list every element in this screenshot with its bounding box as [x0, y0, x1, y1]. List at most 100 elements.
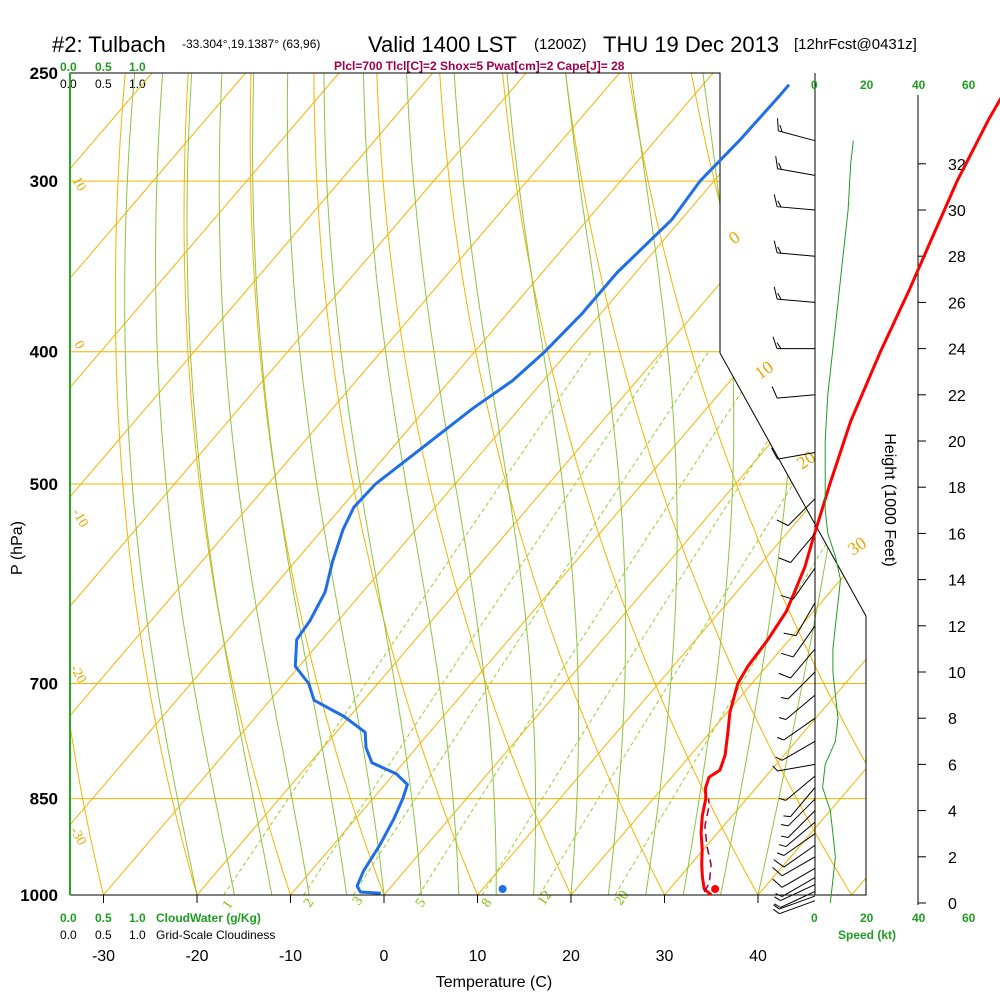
moist-adiabat-12	[406, 73, 497, 895]
wind-barb-staff	[792, 567, 816, 600]
wind-barb	[772, 867, 816, 888]
isotherm--50	[70, 73, 620, 895]
height-tick-12: 12	[948, 619, 966, 636]
height-tick-10: 10	[948, 665, 966, 682]
wind-barb-staff	[781, 867, 816, 888]
wind-barbs	[771, 118, 816, 915]
wind-barb-staff	[790, 533, 816, 563]
wind-barb-flag	[778, 797, 787, 801]
speed-tick-top-1: 20	[860, 78, 874, 92]
dry-adiabat-label: 0	[71, 339, 87, 353]
wind-barb-flag	[773, 859, 785, 868]
wind-barb-staff	[781, 856, 816, 877]
wind-barb	[771, 386, 816, 399]
speed-tick-bot-3: 60	[962, 911, 976, 925]
surface-temperature-dot	[711, 885, 720, 893]
dry-adiabat--40	[0, 73, 10, 895]
wind-barb-flag	[778, 162, 782, 170]
cloudiness-scale-1: 0.5	[95, 928, 112, 942]
height-tick-14: 14	[948, 573, 966, 590]
temp-tick-30: 30	[656, 948, 674, 965]
wind-barb	[776, 833, 816, 856]
wind-barb	[773, 900, 816, 915]
x-axis-label: Temperature (C)	[436, 974, 552, 991]
dry-adiabat-40	[502, 73, 759, 895]
wind-barb	[780, 625, 816, 658]
wind-barb-staff	[783, 717, 816, 741]
wind-barb-flag	[771, 386, 778, 399]
wind-barb	[775, 740, 816, 761]
isotherm--40	[70, 73, 714, 895]
height-tick-0: 0	[948, 896, 957, 913]
wind-barb-flag	[780, 652, 794, 658]
wind-barb-flag	[773, 240, 778, 254]
height-tick-4: 4	[948, 804, 957, 821]
mixing-ratio-label: 20	[612, 888, 632, 908]
cloud-scale-top-1: 0.5	[95, 60, 112, 74]
pressure-tick-700: 700	[30, 675, 58, 694]
wind-barb	[773, 194, 816, 211]
forecast-date: THU 19 Dec 2013	[603, 32, 779, 57]
height-tick-16: 16	[948, 526, 966, 543]
wind-barb-flag	[777, 292, 782, 300]
wind-barb-staff	[779, 895, 816, 910]
wind-barb-staff	[785, 775, 816, 801]
wind-barb-staff	[777, 168, 816, 176]
wind-barb-flag	[777, 246, 782, 254]
moist-adiabat-4	[323, 73, 422, 895]
wind-barb-staff	[781, 877, 816, 898]
wind-barb	[771, 447, 816, 460]
speed-tick-top-3: 60	[962, 78, 976, 92]
wind-barb	[778, 821, 816, 848]
isotherm--10	[290, 73, 866, 895]
wind-barb	[775, 877, 816, 898]
dry-adiabat-label: 10	[69, 175, 89, 195]
wind-barb-flag	[772, 878, 783, 888]
temp-tick-20: 20	[562, 948, 580, 965]
wind-barb-flag	[780, 595, 794, 600]
sounding-traces	[293, 83, 1000, 904]
station-title: #2: Tulbach	[52, 32, 166, 57]
wind-barb-flag	[776, 519, 789, 527]
wind-barb	[777, 118, 816, 142]
wind-barb-staff	[795, 602, 816, 636]
cloud-scale-bot-2: 1.0	[129, 911, 146, 925]
isotherm-label: 30	[844, 533, 870, 560]
wind-barb-staff	[779, 900, 816, 915]
wind-barb-flag	[773, 194, 778, 207]
moist-adiabat--16	[155, 73, 235, 895]
wind-barb-staff	[790, 648, 816, 679]
moist-adiabat--20	[124, 73, 198, 895]
wind-barb	[780, 810, 816, 838]
pressure-tick-300: 300	[30, 172, 58, 191]
moist-adiabat-16	[453, 73, 537, 895]
wind-barb	[773, 895, 816, 910]
plot-area	[0, 73, 866, 895]
wind-barb-flag	[775, 892, 783, 898]
wind-barb-staff	[785, 694, 816, 720]
isotherm-30	[664, 73, 866, 895]
valid-time: Valid 1400 LST	[368, 32, 517, 57]
wind-barb-flag	[772, 867, 783, 877]
moist-adiabat--8	[218, 73, 310, 895]
moist-adiabat-24	[565, 73, 627, 895]
temp-tick--10: -10	[279, 948, 302, 965]
height-tick-22: 22	[948, 388, 966, 405]
cloud-scale-bot-1: 0.5	[95, 911, 112, 925]
mixing-ratio-label: 2	[301, 896, 317, 910]
isotherm--80	[70, 73, 340, 895]
cloud-scale-top2-2: 1.0	[129, 77, 146, 91]
pressure-tick-400: 400	[30, 343, 58, 362]
temp-tick-40: 40	[749, 948, 767, 965]
wind-barb-flag	[777, 118, 779, 131]
wind-barb	[778, 775, 816, 801]
wind-barb-staff	[777, 452, 816, 460]
moist-adiabat--12	[186, 73, 273, 895]
temp-tick--30: -30	[92, 948, 115, 965]
mixing-ratio-5	[418, 351, 769, 895]
wind-barb-flag	[774, 903, 781, 908]
wind-barb	[772, 856, 816, 877]
wind-barb-flag	[773, 909, 780, 915]
wind-barb-flag	[778, 557, 791, 563]
dry-adiabat-30	[439, 73, 665, 895]
